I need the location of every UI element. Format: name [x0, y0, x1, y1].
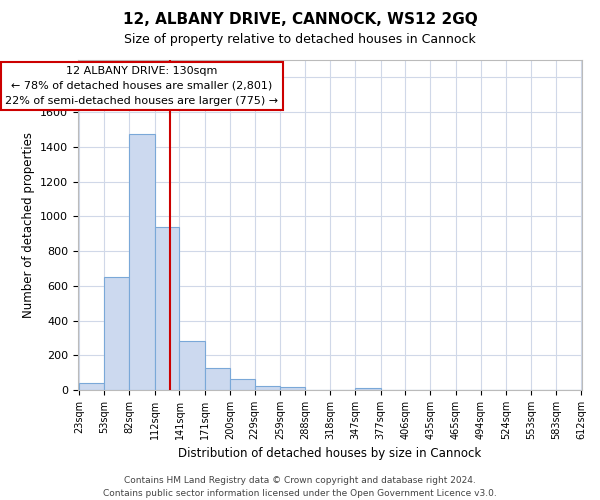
- Bar: [230, 379, 254, 390]
- Text: Size of property relative to detached houses in Cannock: Size of property relative to detached ho…: [124, 32, 476, 46]
- Bar: [179, 340, 205, 390]
- Bar: [79, 383, 104, 390]
- Bar: [280, 388, 305, 390]
- Bar: [155, 227, 179, 390]
- Text: Distribution of detached houses by size in Cannock: Distribution of detached houses by size …: [178, 448, 482, 460]
- Bar: [254, 386, 280, 390]
- Text: Contains HM Land Registry data © Crown copyright and database right 2024.
Contai: Contains HM Land Registry data © Crown c…: [103, 476, 497, 498]
- Bar: [355, 388, 381, 390]
- Text: 12, ALBANY DRIVE, CANNOCK, WS12 2GQ: 12, ALBANY DRIVE, CANNOCK, WS12 2GQ: [122, 12, 478, 28]
- Bar: [205, 368, 230, 390]
- Y-axis label: Number of detached properties: Number of detached properties: [22, 132, 35, 318]
- Bar: [104, 278, 129, 390]
- Text: 12 ALBANY DRIVE: 130sqm
← 78% of detached houses are smaller (2,801)
22% of semi: 12 ALBANY DRIVE: 130sqm ← 78% of detache…: [5, 66, 278, 106]
- Bar: [129, 134, 155, 390]
